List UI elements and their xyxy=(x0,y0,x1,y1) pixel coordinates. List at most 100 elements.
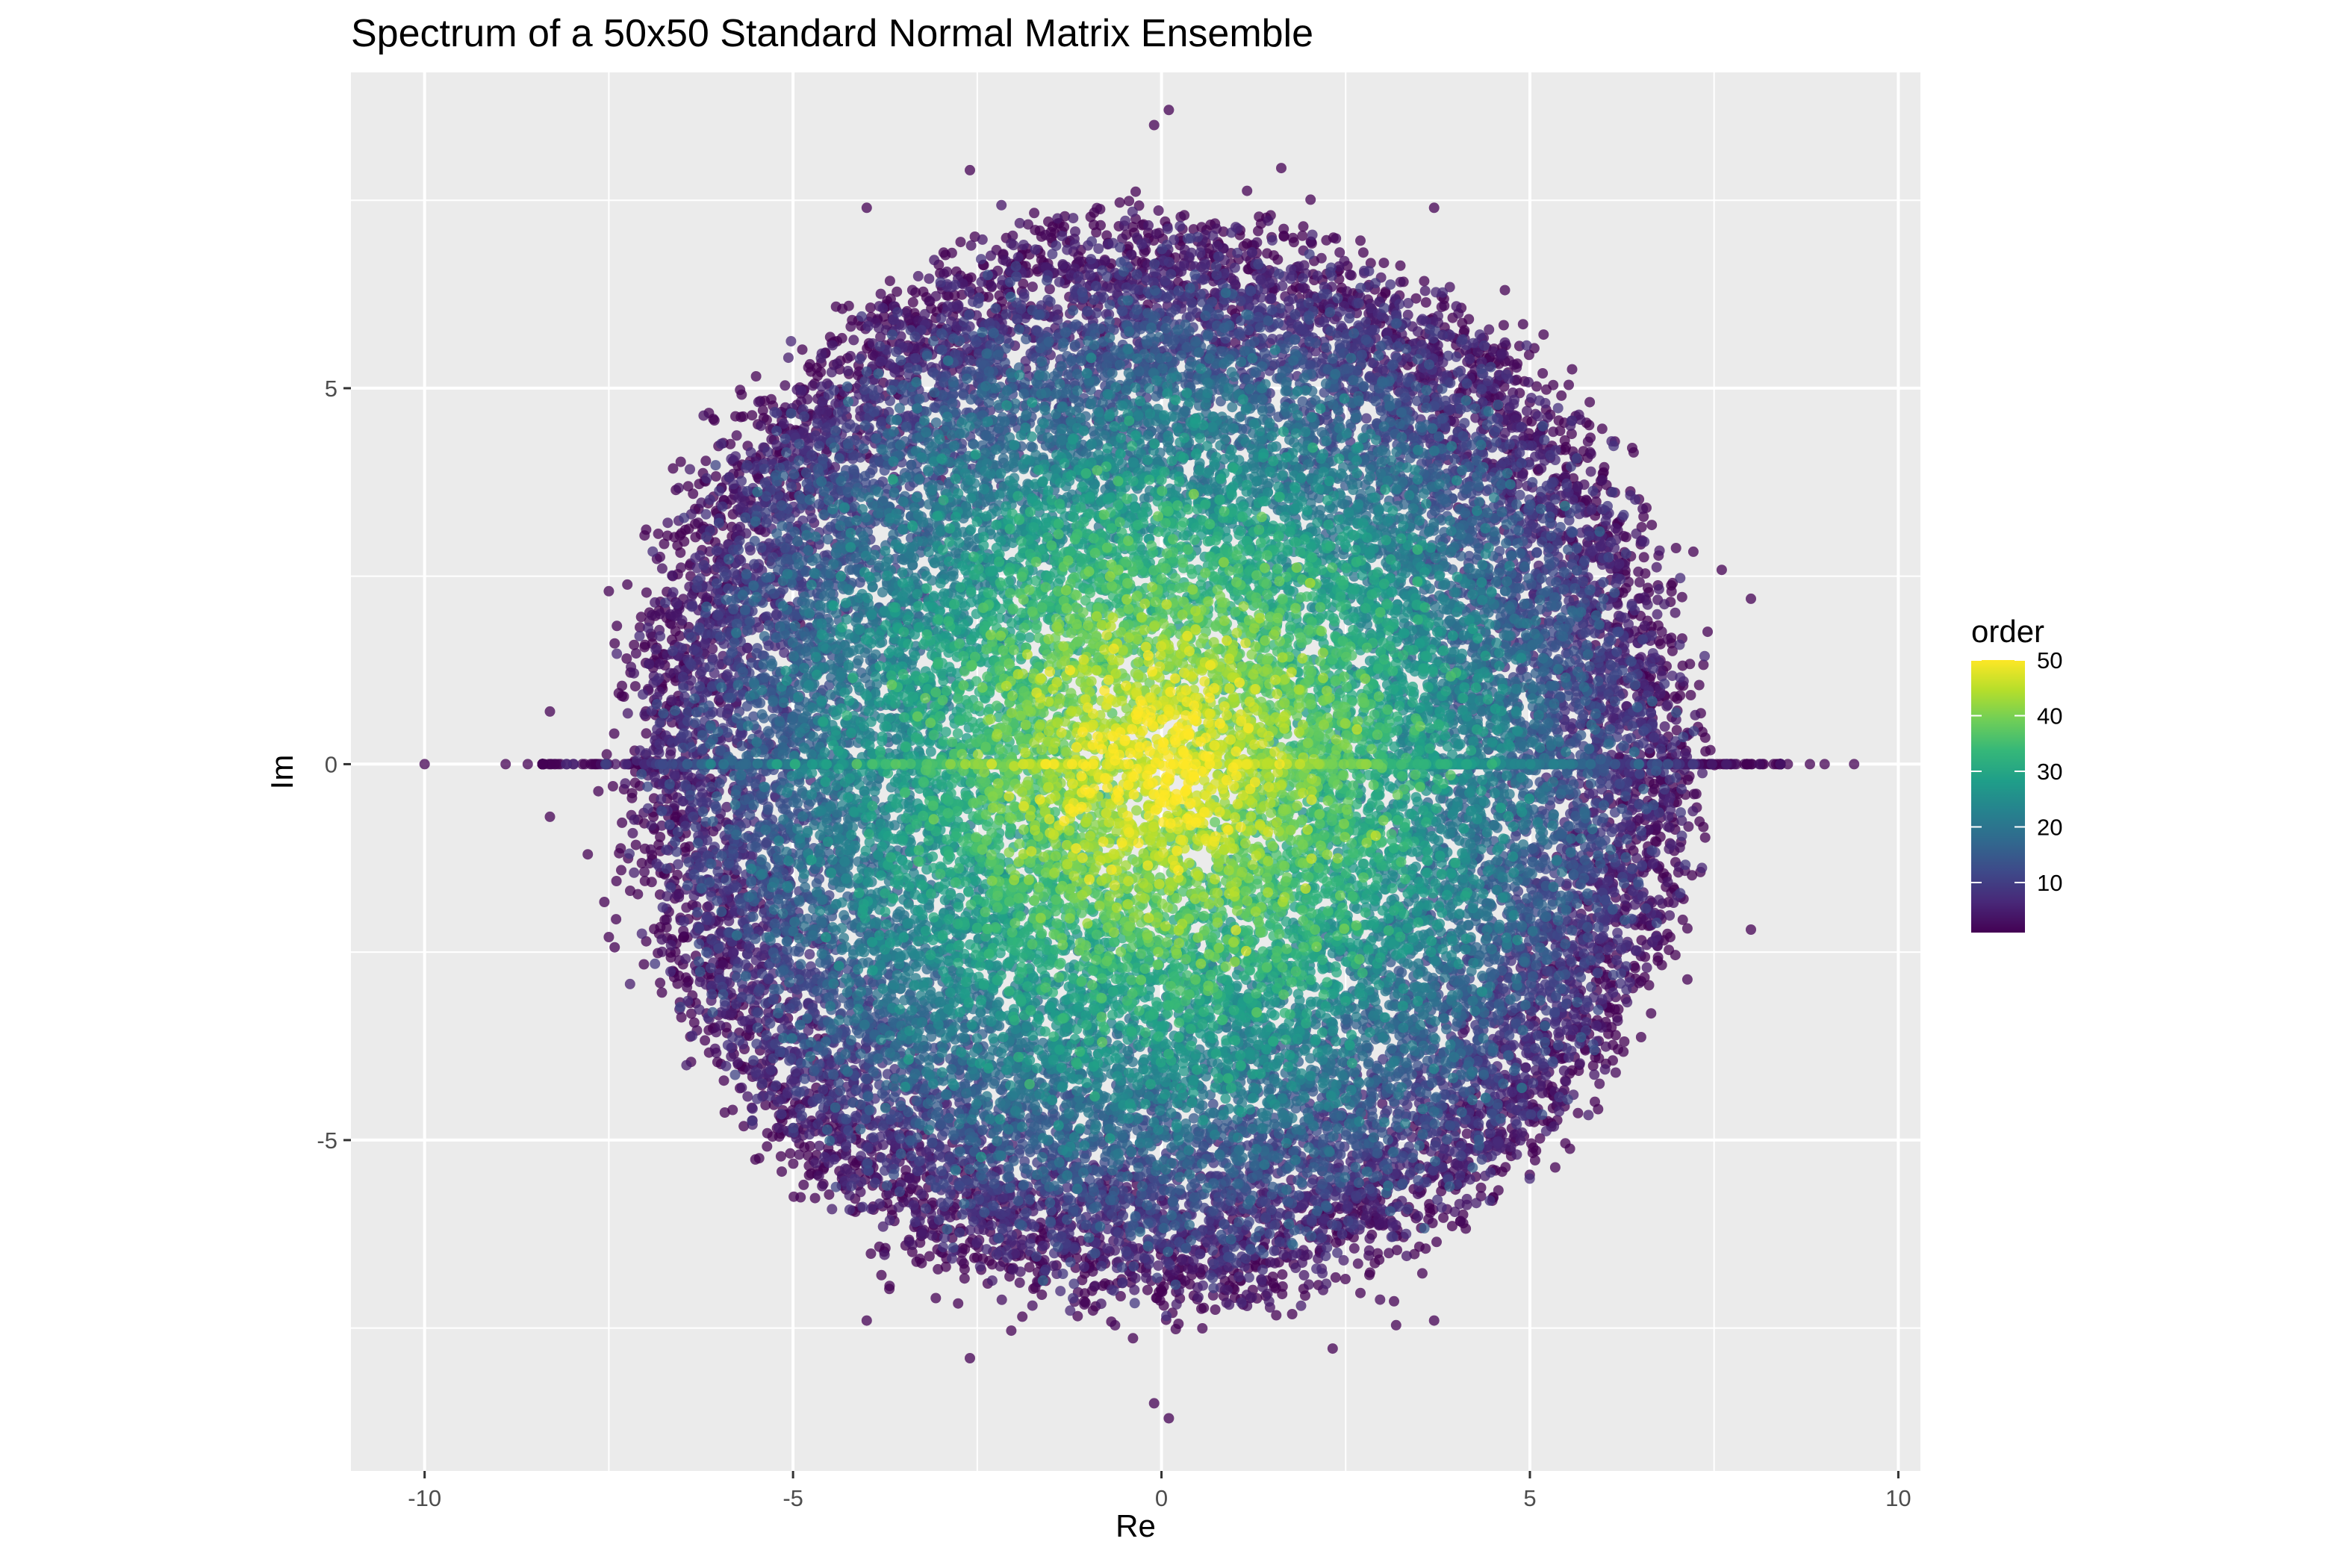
data-point xyxy=(814,1141,824,1151)
data-point xyxy=(1500,337,1511,348)
data-point xyxy=(1290,1263,1301,1273)
data-point xyxy=(690,532,700,542)
data-point xyxy=(682,982,692,992)
data-point xyxy=(815,367,826,377)
data-point xyxy=(1636,1032,1646,1042)
data-point xyxy=(1627,443,1637,453)
data-point xyxy=(725,439,735,449)
data-point xyxy=(1159,1281,1169,1292)
data-point xyxy=(1429,1316,1440,1326)
data-point xyxy=(1143,220,1154,231)
data-point xyxy=(753,396,764,407)
data-point xyxy=(1678,915,1688,925)
data-point xyxy=(711,471,721,482)
data-point xyxy=(1548,380,1558,391)
data-point xyxy=(1154,205,1164,216)
data-point xyxy=(1705,745,1716,756)
data-point xyxy=(1331,1272,1341,1283)
data-point xyxy=(756,420,766,431)
data-point xyxy=(1746,924,1756,935)
data-point xyxy=(1401,1251,1412,1261)
data-point xyxy=(1511,1149,1522,1160)
data-point xyxy=(1646,1008,1656,1018)
data-point xyxy=(698,411,709,421)
data-point xyxy=(1304,1279,1314,1289)
data-point xyxy=(1246,1292,1257,1303)
data-point xyxy=(1524,349,1534,360)
data-point xyxy=(1345,270,1355,280)
data-point xyxy=(647,821,657,831)
data-point xyxy=(1654,584,1664,594)
data-point xyxy=(708,414,718,424)
data-point xyxy=(1515,1135,1525,1145)
data-point xyxy=(1052,214,1063,224)
data-point xyxy=(681,903,691,913)
data-point xyxy=(639,530,650,541)
data-point xyxy=(614,688,624,698)
data-point xyxy=(1572,1108,1583,1119)
data-point xyxy=(1622,997,1632,1007)
data-point xyxy=(657,987,668,998)
data-point xyxy=(965,165,975,175)
data-point xyxy=(1149,1398,1160,1408)
data-point xyxy=(1193,1292,1204,1302)
data-point xyxy=(1523,377,1534,388)
data-point xyxy=(735,385,745,395)
data-point xyxy=(1222,1285,1233,1295)
data-point xyxy=(1040,230,1051,240)
data-point xyxy=(1008,1264,1018,1275)
data-point xyxy=(1124,196,1134,206)
data-point xyxy=(776,1151,786,1162)
data-point xyxy=(1646,520,1657,530)
data-point xyxy=(1575,1058,1585,1068)
data-point xyxy=(1488,346,1499,357)
data-point xyxy=(1690,710,1700,721)
data-point xyxy=(780,380,790,391)
data-point xyxy=(1413,326,1423,337)
data-point xyxy=(1278,231,1289,241)
data-point xyxy=(1142,1285,1153,1295)
data-point xyxy=(1262,248,1272,258)
data-point xyxy=(1721,759,1732,769)
chart-title: Spectrum of a 50x50 Standard Normal Matr… xyxy=(351,12,1313,55)
data-point xyxy=(630,777,641,788)
data-point xyxy=(1253,225,1263,236)
data-point xyxy=(715,1021,726,1031)
data-point xyxy=(995,1261,1006,1272)
data-point xyxy=(1096,1298,1107,1309)
data-point xyxy=(1437,302,1447,312)
data-point xyxy=(1396,261,1406,271)
data-point xyxy=(630,681,641,691)
data-point xyxy=(523,759,533,769)
data-point xyxy=(659,539,670,550)
data-point xyxy=(913,271,924,281)
data-point xyxy=(808,380,818,391)
data-point xyxy=(500,759,511,769)
data-point xyxy=(1659,599,1670,609)
data-point xyxy=(1702,626,1713,637)
data-point xyxy=(1678,661,1688,671)
data-point xyxy=(927,1231,937,1241)
data-point xyxy=(1429,202,1440,213)
data-point xyxy=(924,296,934,306)
data-point xyxy=(1590,1097,1600,1107)
data-point xyxy=(816,353,827,364)
data-point xyxy=(700,455,711,466)
data-point xyxy=(1079,1299,1089,1310)
data-point xyxy=(1640,620,1650,631)
data-point xyxy=(622,579,632,590)
data-point xyxy=(1620,894,1630,904)
data-point xyxy=(1671,543,1681,553)
data-point xyxy=(996,200,1007,211)
data-point xyxy=(602,749,612,759)
data-point xyxy=(845,351,856,361)
data-point xyxy=(1355,1288,1366,1298)
data-point xyxy=(1024,1262,1035,1272)
data-point xyxy=(1043,217,1054,227)
data-point xyxy=(1561,1138,1571,1148)
data-point xyxy=(1586,449,1596,459)
data-point xyxy=(1321,1278,1331,1289)
data-point xyxy=(735,412,746,423)
data-point xyxy=(1420,286,1431,296)
data-point xyxy=(608,781,618,791)
